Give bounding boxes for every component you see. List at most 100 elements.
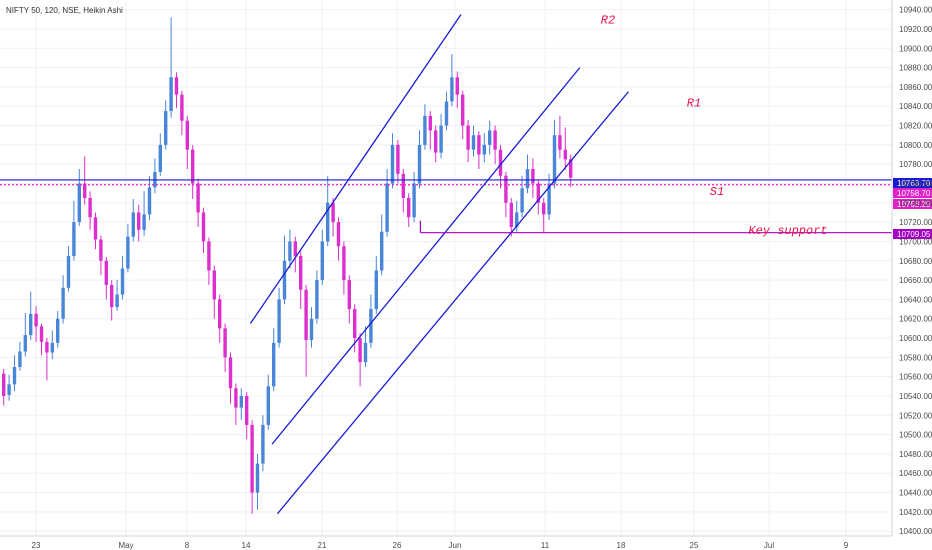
candle: [466, 119, 470, 163]
candle-body: [2, 373, 6, 396]
candle: [331, 197, 335, 237]
candle-body: [110, 284, 114, 308]
candle-body: [428, 115, 432, 131]
candle-body: [498, 149, 503, 176]
candle-body: [261, 424, 265, 464]
candle-body: [482, 144, 486, 155]
candle-body: [115, 294, 119, 308]
x-tick-label: 23: [32, 541, 41, 550]
candle: [104, 256, 108, 300]
candle-body: [439, 125, 443, 153]
candle-body: [23, 335, 27, 352]
candle: [83, 156, 87, 205]
price-tag-bg: [893, 199, 932, 209]
price-tag-label: 10758.70: [897, 189, 931, 198]
candle: [353, 304, 357, 353]
candle-body: [50, 342, 54, 353]
candle-body: [423, 115, 427, 145]
candle-body: [147, 187, 152, 215]
price-tag-label: 10763.70: [897, 179, 931, 188]
candle: [477, 131, 481, 170]
candle: [158, 133, 162, 176]
candle: [455, 71, 459, 109]
candle-body: [99, 239, 103, 261]
candle: [552, 119, 557, 189]
candle-body: [223, 328, 227, 358]
candle: [282, 235, 287, 305]
candle: [385, 169, 389, 237]
candle: [2, 368, 6, 406]
candle-body: [196, 183, 200, 213]
candle: [569, 154, 573, 188]
candle: [120, 255, 125, 300]
candle-body: [228, 357, 233, 389]
candle-body: [45, 341, 49, 353]
candle-body: [218, 299, 222, 329]
candle: [320, 229, 324, 285]
candle-body: [250, 424, 254, 493]
candle-body: [504, 175, 508, 203]
candle: [72, 200, 76, 261]
candle: [509, 197, 513, 237]
candle: [201, 207, 206, 254]
candle: [12, 355, 17, 392]
candle: [471, 125, 476, 157]
candle-body: [180, 94, 184, 121]
candle: [18, 341, 22, 371]
candle: [536, 179, 540, 215]
channel-line: [271, 67, 581, 445]
candle: [525, 154, 530, 194]
candle-body: [255, 463, 260, 493]
candle: [174, 72, 179, 109]
price-tag-label: 10758.25: [897, 200, 931, 209]
candle-body: [18, 351, 22, 367]
candle-body: [380, 231, 384, 271]
y-tick-label: 10840.00: [899, 102, 932, 111]
x-tick-label: Jul: [764, 541, 774, 550]
candle: [115, 280, 119, 311]
grid: [0, 0, 892, 536]
y-tick-label: 10760.00: [899, 179, 932, 188]
y-tick-label: 10860.00: [899, 83, 932, 92]
y-tick-label: 10580.00: [899, 353, 932, 362]
candle: [347, 275, 351, 324]
candle: [39, 323, 44, 356]
candle-body: [191, 149, 195, 184]
candle-body: [164, 111, 168, 145]
x-tick-label: 14: [242, 541, 251, 550]
candle-body: [471, 135, 476, 150]
candle-body: [315, 280, 319, 319]
y-tick-label: 10820.00: [899, 122, 932, 131]
candle-body: [374, 270, 378, 310]
y-axis: 10400.00 10420.00 10440.00 10460.00 10480.00…: [891, 0, 932, 536]
candle-body: [563, 149, 567, 160]
candle: [142, 191, 146, 236]
y-tick-label: 10420.00: [899, 508, 932, 517]
y-tick-label: 10460.00: [899, 469, 932, 478]
chart-title: NIFTY 50, 120, NSE, Heikin Ashi: [6, 6, 123, 15]
candle: [272, 328, 276, 392]
candle-body: [201, 212, 206, 242]
candle: [147, 175, 152, 221]
candle: [45, 338, 49, 381]
candle-body: [347, 280, 351, 310]
candle: [50, 330, 54, 360]
candle: [29, 291, 33, 340]
candle: [450, 54, 454, 107]
candle: [293, 236, 297, 273]
x-tick-label: 25: [690, 541, 699, 550]
candle-body: [455, 77, 459, 95]
y-tick-label: 10620.00: [899, 315, 932, 324]
candle: [169, 17, 173, 118]
candle: [482, 133, 486, 163]
candle-body: [234, 388, 238, 408]
candle-body: [569, 159, 573, 178]
candle: [164, 100, 168, 150]
channel-line: [249, 14, 462, 324]
candle: [493, 125, 497, 165]
y-tick-label: 10800.00: [899, 141, 932, 150]
candle: [563, 127, 567, 170]
candle-body: [88, 197, 92, 218]
